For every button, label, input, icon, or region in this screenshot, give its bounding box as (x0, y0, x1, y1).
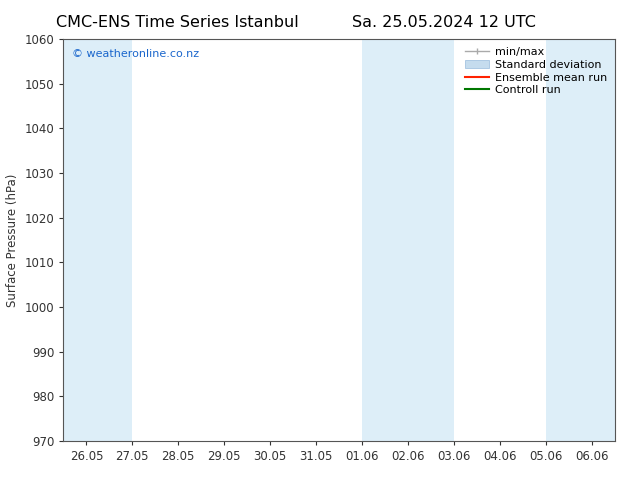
Text: © weatheronline.co.nz: © weatheronline.co.nz (72, 49, 199, 59)
Bar (546, 39, 615, 441)
Bar (362, 39, 454, 441)
Bar (63, 39, 133, 441)
Text: CMC-ENS Time Series Istanbul: CMC-ENS Time Series Istanbul (56, 15, 299, 30)
Legend: min/max, Standard deviation, Ensemble mean run, Controll run: min/max, Standard deviation, Ensemble me… (460, 43, 612, 100)
Text: Sa. 25.05.2024 12 UTC: Sa. 25.05.2024 12 UTC (352, 15, 536, 30)
Y-axis label: Surface Pressure (hPa): Surface Pressure (hPa) (6, 173, 19, 307)
